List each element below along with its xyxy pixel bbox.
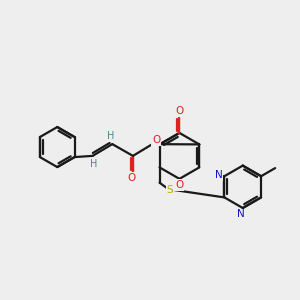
Text: H: H [107, 131, 115, 141]
Text: O: O [175, 106, 184, 116]
Text: O: O [175, 180, 184, 190]
Text: O: O [152, 135, 160, 145]
Text: S: S [167, 185, 173, 195]
Text: N: N [214, 170, 222, 180]
Text: H: H [90, 159, 98, 169]
Text: N: N [237, 209, 245, 220]
Text: O: O [127, 173, 136, 183]
